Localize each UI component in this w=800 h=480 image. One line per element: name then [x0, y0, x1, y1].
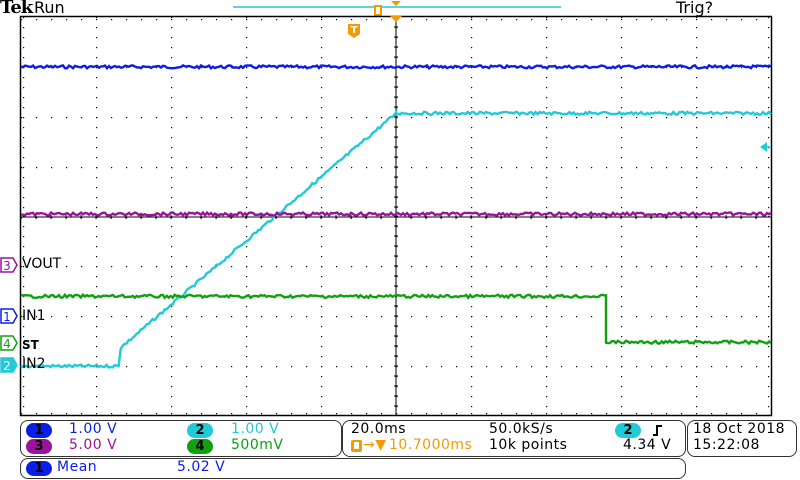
delay-arrow-icon: →▼ — [363, 437, 387, 453]
trigger-delay-icon — [351, 440, 362, 452]
trigger-source-badge[interactable]: 2 — [615, 423, 641, 438]
waveform-traces — [20, 63, 772, 369]
ch2-scale: 1.00 V — [231, 421, 280, 437]
trigger-level: 4.34 V — [623, 437, 672, 453]
svg-text:4: 4 — [3, 337, 11, 351]
ch4-badge[interactable]: 4 — [187, 439, 213, 454]
trigger-level-icon[interactable] — [760, 142, 767, 152]
rising-edge-icon — [653, 425, 662, 436]
meas-channel-badge: 1 — [26, 461, 52, 476]
meas-type: Mean — [57, 459, 98, 475]
ch3-scale: 5.00 V — [69, 437, 118, 453]
ch1-scale: 1.00 V — [69, 421, 118, 437]
ch1-label: IN1 — [22, 308, 46, 324]
sample-rate: 50.0kS/s — [489, 421, 554, 437]
meas-value: 5.02 V — [177, 459, 226, 475]
ch2-marker[interactable]: 2 — [0, 357, 18, 373]
ch3-label: VOUT — [22, 256, 62, 272]
time-per-div: 20.0ms — [351, 421, 407, 437]
ch2-trace — [20, 108, 772, 369]
svg-text:1: 1 — [3, 310, 11, 324]
ch4-trace — [20, 292, 772, 346]
date: 18 Oct 2018 — [693, 421, 786, 437]
ch3-badge[interactable]: 3 — [26, 439, 52, 454]
datetime-panel: 18 Oct 2018 15:22:08 — [687, 420, 797, 457]
trigger-position-top-icon — [391, 1, 401, 6]
ch1-trace — [20, 63, 772, 71]
trigger-position-icon[interactable] — [390, 16, 402, 22]
vertical-scale-panel[interactable]: 1 1.00 V 2 1.00 V 3 5.00 V 4 500mV — [20, 420, 342, 457]
ch2-label: IN2 — [22, 356, 46, 372]
ch3-trace — [20, 210, 772, 218]
measurement-panel[interactable]: 1 Mean 5.02 V — [20, 458, 686, 479]
svg-text:T: T — [351, 25, 358, 36]
graticule-grid — [20, 16, 771, 416]
ch4-label: ST — [22, 338, 39, 352]
ch2-badge[interactable]: 2 — [187, 423, 213, 438]
horizontal-trigger-panel[interactable]: 20.0ms 50.0kS/s 2 →▼ 10.7000ms 10k point… — [342, 420, 686, 457]
trigger-delay: 10.7000ms — [389, 437, 473, 453]
ch1-badge[interactable]: 1 — [26, 423, 52, 438]
brand-logo: Tek — [0, 0, 33, 18]
ch1-marker[interactable]: 1 — [0, 308, 18, 324]
ch3-marker[interactable]: 3 — [0, 257, 18, 273]
time: 15:22:08 — [693, 437, 760, 453]
ch4-scale: 500mV — [231, 437, 284, 453]
record-trigger-marker — [374, 5, 382, 16]
trigger-time-marker[interactable]: T — [348, 24, 360, 38]
record-length: 10k points — [489, 437, 568, 453]
acquisition-state: Run — [34, 0, 65, 17]
waveform-display: T 3 1 4 2 — [0, 1, 773, 417]
svg-text:2: 2 — [3, 359, 11, 373]
trigger-status: Trig? — [676, 0, 714, 17]
ch4-marker[interactable]: 4 — [0, 335, 18, 351]
svg-text:3: 3 — [3, 259, 11, 273]
